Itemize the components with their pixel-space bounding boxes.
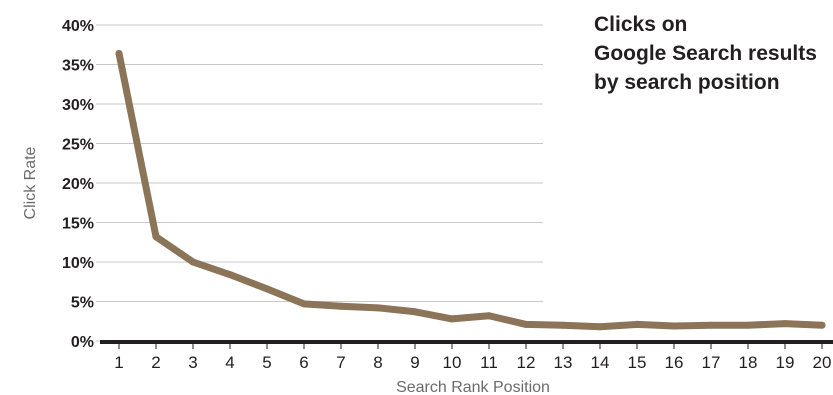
data-point <box>485 312 493 320</box>
data-point <box>300 300 308 308</box>
x-tick-label: 1 <box>114 353 123 372</box>
x-tick-label: 20 <box>813 353 832 372</box>
data-point <box>522 320 530 328</box>
x-tick-label: 9 <box>410 353 419 372</box>
data-point <box>189 258 197 266</box>
data-point <box>374 304 382 312</box>
data-point <box>596 323 604 331</box>
data-point <box>226 271 234 279</box>
chart-title-line-2: Google Search results <box>594 42 817 65</box>
data-point <box>263 285 271 293</box>
data-point <box>411 308 419 316</box>
y-tick-label: 15% <box>62 216 94 233</box>
series <box>115 49 826 331</box>
data-point <box>670 322 678 330</box>
chart-title: Clicks on Google Search results by searc… <box>594 10 830 97</box>
data-point <box>337 302 345 310</box>
axes <box>100 340 833 349</box>
chart-title-line-3: by search position <box>594 71 780 94</box>
x-tick-label: 17 <box>702 353 721 372</box>
x-tick-label: 18 <box>739 353 758 372</box>
chart-title-line-1: Clicks on <box>594 13 688 36</box>
data-point <box>818 321 826 329</box>
data-point <box>633 320 641 328</box>
x-tick-label: 19 <box>776 353 795 372</box>
x-tick-label: 8 <box>373 353 382 372</box>
data-point <box>707 321 715 329</box>
y-tick-label: 30% <box>62 97 94 114</box>
x-tick-label: 16 <box>665 353 684 372</box>
data-point <box>559 321 567 329</box>
y-tick-label: 10% <box>62 255 94 272</box>
y-tick-label: 25% <box>62 137 94 154</box>
series-line <box>115 49 826 331</box>
x-tick-label: 10 <box>443 353 462 372</box>
x-tick-label: 5 <box>262 353 271 372</box>
data-point <box>115 49 123 57</box>
data-point <box>152 233 160 241</box>
x-tick-label: 3 <box>188 353 197 372</box>
axis-labels: 0%5%10%15%20%25%30%35%40%1 2 3 4 5 6 7 8 9 10 11 12… <box>22 18 831 395</box>
x-tick-label: 14 <box>591 353 610 372</box>
x-tick-label: 13 <box>554 353 573 372</box>
x-tick-label: 6 <box>299 353 308 372</box>
y-tick-label: 20% <box>62 176 94 193</box>
data-point <box>448 315 456 323</box>
x-tick-label: 4 <box>225 353 234 372</box>
y-tick-label: 5% <box>71 295 94 312</box>
x-tick-label: 11 <box>480 353 498 372</box>
x-tick-label: 15 <box>628 353 647 372</box>
y-tick-label: 35% <box>62 58 94 75</box>
gridlines <box>96 24 543 342</box>
x-tick-label: 12 <box>517 353 536 372</box>
x-axis-title: Search Rank Position <box>396 379 550 395</box>
y-tick-label: 40% <box>62 18 94 35</box>
y-tick-label: 0% <box>71 334 94 351</box>
x-tick-label: 2 <box>151 353 160 372</box>
data-point <box>781 320 789 328</box>
y-axis-title: Click Rate <box>22 146 39 219</box>
data-point <box>744 321 752 329</box>
x-tick-label: 7 <box>336 353 345 372</box>
